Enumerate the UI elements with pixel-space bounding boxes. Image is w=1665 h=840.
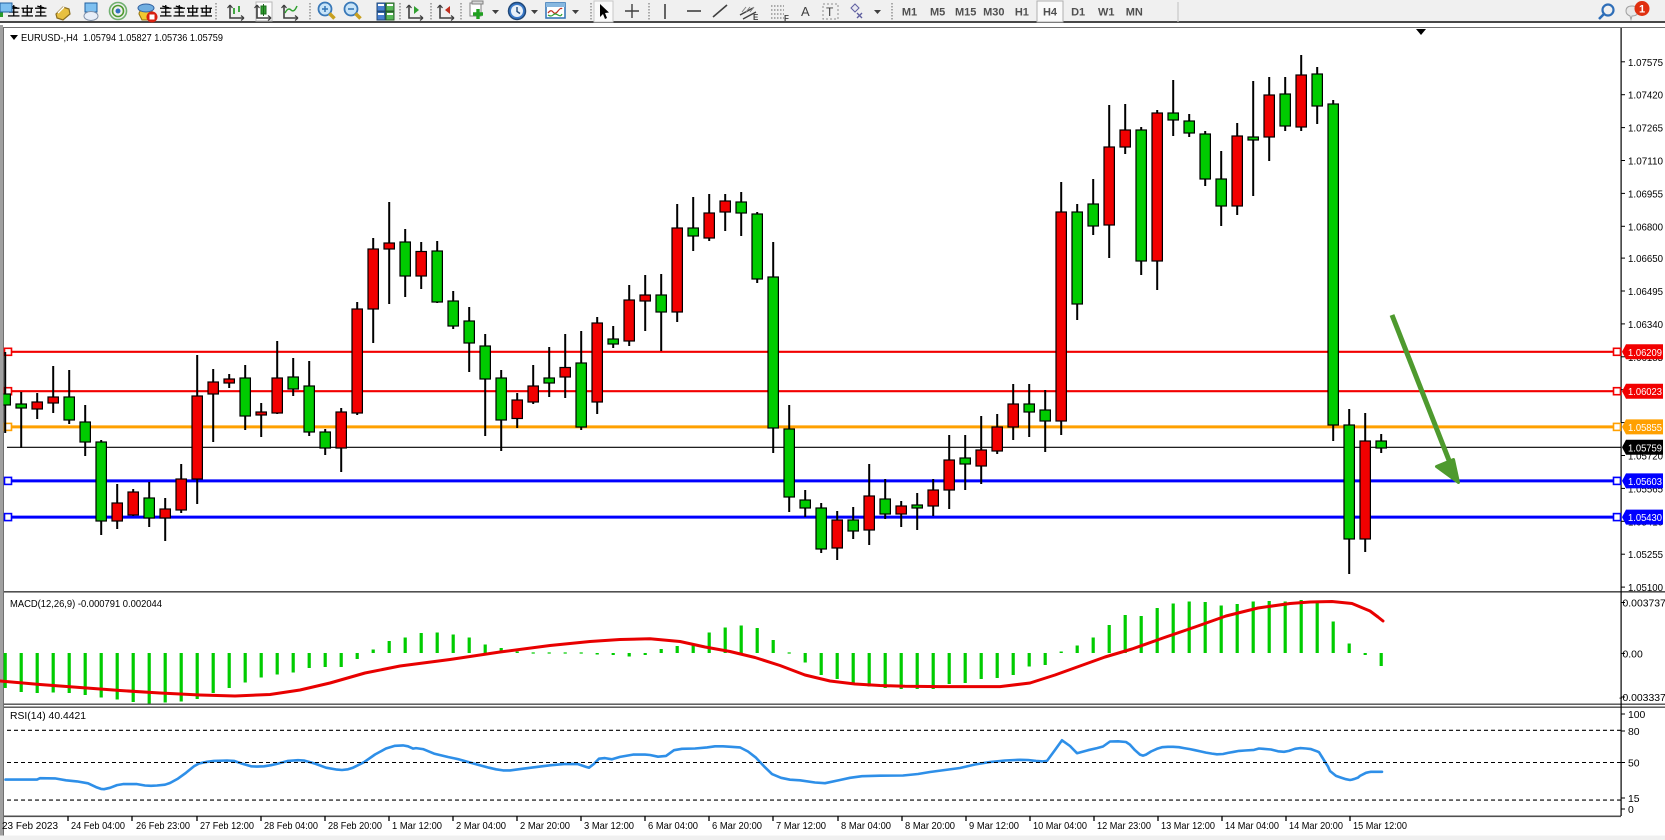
svg-text:0.003737: 0.003737: [1623, 599, 1665, 610]
svg-text:6 Mar 04:00: 6 Mar 04:00: [648, 821, 698, 832]
svg-text:23 Feb 2023: 23 Feb 2023: [2, 821, 58, 832]
svg-text:26 Feb 23:00: 26 Feb 23:00: [136, 821, 190, 832]
svg-text:0: 0: [1628, 805, 1634, 816]
svg-text:1.05794 1.05827 1.05736 1.0575: 1.05794 1.05827 1.05736 1.05759: [83, 32, 223, 44]
svg-text:M30: M30: [983, 7, 1004, 19]
svg-text:8 Mar 20:00: 8 Mar 20:00: [905, 821, 955, 832]
svg-text:1.05565: 1.05565: [1628, 484, 1663, 495]
svg-text:50: 50: [1628, 759, 1640, 770]
svg-text:RSI(14) 40.4421: RSI(14) 40.4421: [10, 711, 86, 722]
svg-text:2 Mar 04:00: 2 Mar 04:00: [456, 821, 506, 832]
svg-text:1.05255: 1.05255: [1628, 550, 1663, 561]
svg-text:MACD(12,26,9) -0.000791 0.0020: MACD(12,26,9) -0.000791 0.002044: [10, 599, 162, 610]
svg-text:1: 1: [1639, 4, 1645, 16]
svg-text:1.07575: 1.07575: [1628, 58, 1663, 69]
svg-text:14 Mar 20:00: 14 Mar 20:00: [1289, 821, 1343, 832]
svg-text:1.05100: 1.05100: [1628, 583, 1663, 594]
svg-text:28 Feb 20:00: 28 Feb 20:00: [328, 821, 382, 832]
svg-text:H4: H4: [1043, 7, 1058, 19]
svg-text:W1: W1: [1098, 7, 1115, 19]
svg-text:10 Mar 04:00: 10 Mar 04:00: [1033, 821, 1087, 832]
svg-text:1.05603: 1.05603: [1628, 477, 1662, 488]
svg-text:1.06650: 1.06650: [1628, 254, 1663, 265]
svg-text:A: A: [801, 4, 810, 19]
svg-text:1.05855: 1.05855: [1628, 423, 1662, 434]
svg-text:1.07420: 1.07420: [1628, 91, 1663, 102]
svg-text:3 Mar 12:00: 3 Mar 12:00: [584, 821, 634, 832]
svg-text:T: T: [826, 5, 834, 19]
svg-text:24 Feb 04:00: 24 Feb 04:00: [71, 821, 125, 832]
svg-text:100: 100: [1628, 710, 1646, 721]
svg-text:EURUSD-,H4: EURUSD-,H4: [21, 32, 78, 44]
svg-text:15 Mar 12:00: 15 Mar 12:00: [1353, 821, 1407, 832]
svg-text:1.06800: 1.06800: [1628, 222, 1663, 233]
svg-text:1.07110: 1.07110: [1628, 157, 1663, 168]
svg-text:MN: MN: [1126, 7, 1143, 19]
svg-text:14 Mar 04:00: 14 Mar 04:00: [1225, 821, 1279, 832]
svg-text:1.06495: 1.06495: [1628, 287, 1663, 298]
svg-text:27 Feb 12:00: 27 Feb 12:00: [200, 821, 254, 832]
svg-text:E: E: [753, 13, 759, 22]
svg-text:1.05430: 1.05430: [1628, 513, 1662, 524]
svg-text:-0.003337: -0.003337: [1619, 693, 1665, 704]
svg-text:1.06340: 1.06340: [1628, 320, 1663, 331]
svg-text:8 Mar 04:00: 8 Mar 04:00: [841, 821, 891, 832]
svg-text:2 Mar 20:00: 2 Mar 20:00: [520, 821, 570, 832]
svg-text:28 Feb 04:00: 28 Feb 04:00: [264, 821, 318, 832]
svg-text:1.06955: 1.06955: [1628, 189, 1663, 200]
svg-text:1.06023: 1.06023: [1628, 387, 1662, 398]
svg-text:7 Mar 12:00: 7 Mar 12:00: [776, 821, 826, 832]
svg-text:80: 80: [1628, 727, 1640, 738]
svg-text:9 Mar 12:00: 9 Mar 12:00: [969, 821, 1019, 832]
svg-text:0.00: 0.00: [1623, 649, 1643, 660]
svg-text:H1: H1: [1015, 7, 1029, 19]
svg-text:12 Mar 23:00: 12 Mar 23:00: [1097, 821, 1151, 832]
svg-text:1.05759: 1.05759: [1628, 443, 1662, 454]
svg-text:1.06209: 1.06209: [1628, 348, 1662, 359]
svg-text:F: F: [784, 14, 789, 23]
svg-text:M1: M1: [902, 7, 917, 19]
svg-text:1.07265: 1.07265: [1628, 124, 1663, 135]
svg-text:M15: M15: [955, 7, 976, 19]
svg-text:1 Mar 12:00: 1 Mar 12:00: [392, 821, 442, 832]
svg-text:6 Mar 20:00: 6 Mar 20:00: [712, 821, 762, 832]
svg-text:D1: D1: [1071, 7, 1085, 19]
svg-text:1.05720: 1.05720: [1628, 452, 1663, 463]
svg-text:15: 15: [1628, 794, 1640, 805]
svg-text:M5: M5: [930, 7, 945, 19]
svg-text:13 Mar 12:00: 13 Mar 12:00: [1161, 821, 1215, 832]
